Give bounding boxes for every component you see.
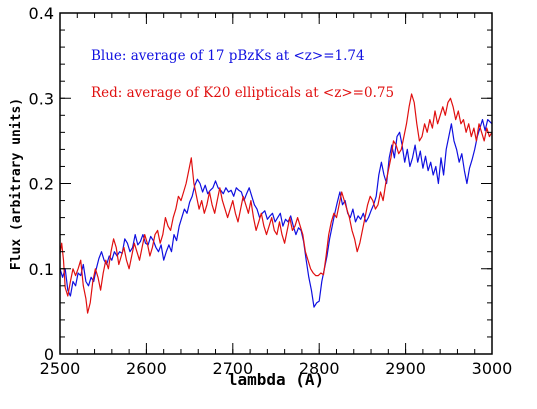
series-layer — [59, 93, 493, 314]
legend-entry-blue: Blue: average of 17 pBzKs at <z>=1.74 — [91, 48, 365, 64]
legend-entry-red: Red: average of K20 ellipticals at <z>=0… — [91, 85, 394, 101]
y-tick-label: 0.2 — [29, 175, 54, 194]
y-tick-label: 0.4 — [29, 4, 54, 23]
y-tick-label: 0 — [44, 345, 54, 364]
y-axis-title: Flux (arbitrary units) — [9, 98, 24, 270]
x-tick-label: 2700 — [212, 359, 253, 378]
x-tick-label: 3000 — [472, 359, 513, 378]
series-line-red — [59, 93, 493, 314]
plot-frame — [59, 12, 493, 355]
x-tick-label: 2900 — [385, 359, 426, 378]
x-tick-label: 2600 — [126, 359, 167, 378]
x-axis-title: lambda (A) — [228, 370, 324, 389]
x-tick-label: 2800 — [299, 359, 340, 378]
y-tick-label: 0.1 — [29, 260, 54, 279]
ticks-layer: 2500 2600 2700 2800 2900 3000 0 0.1 0.2 0.3 0.4 — [29, 4, 513, 378]
y-tick-label: 0.3 — [29, 89, 54, 108]
x-tick-label: 2500 — [40, 359, 81, 378]
series-line-blue — [59, 118, 493, 308]
